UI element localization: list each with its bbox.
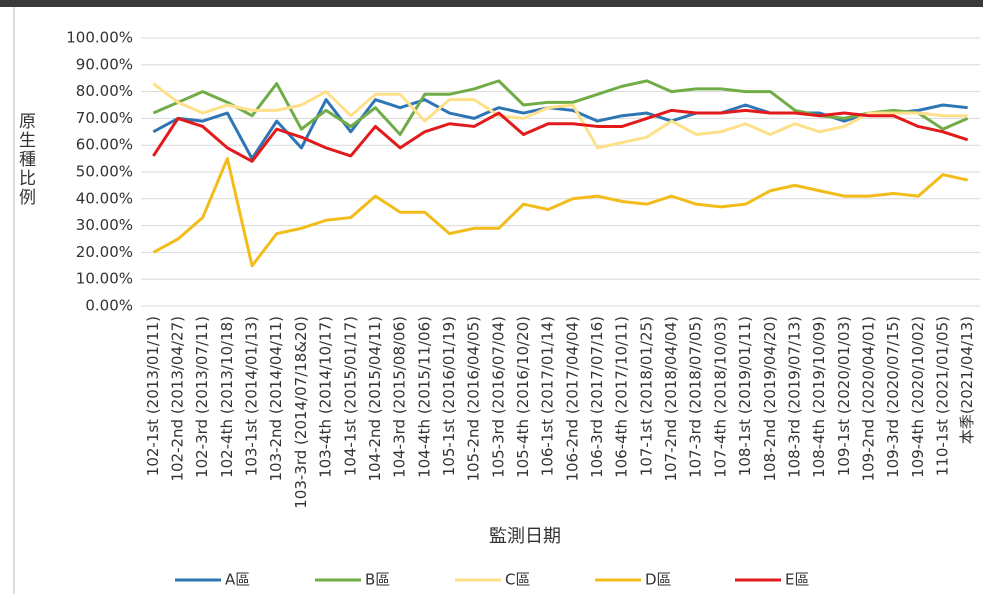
y-tick-label: 90.00% xyxy=(76,55,133,73)
x-tick-label: 102-3rd (2013/07/11) xyxy=(193,316,211,478)
x-tick-label: 103-3rd (2014/07/18&20) xyxy=(292,316,310,509)
x-tick-label: 104-3rd (2015/08/06) xyxy=(391,316,409,478)
y-tick-label: 70.00% xyxy=(76,109,133,127)
x-tick-label: 108-2nd (2019/04/20) xyxy=(761,316,779,482)
x-tick-label: 106-4th (2017/10/11) xyxy=(613,316,631,478)
legend-label: B區 xyxy=(365,571,390,589)
x-tick-label: 103-2nd (2014/04/11) xyxy=(267,316,285,482)
x-tick-label: 109-2nd (2020/04/01) xyxy=(859,316,877,482)
x-tick-label: 109-1st (2020/01/03) xyxy=(835,316,853,476)
y-axis-title: 原生種比例 xyxy=(15,112,36,207)
x-tick-label: 104-2nd (2015/04/11) xyxy=(366,316,384,482)
series-line xyxy=(153,84,967,148)
x-tick-label: 105-3rd (2016/07/04) xyxy=(489,316,507,478)
y-tick-label: 60.00% xyxy=(76,136,133,154)
y-tick-label: 20.00% xyxy=(76,243,133,261)
x-tick-label: 108-3rd (2019/07/13) xyxy=(785,316,803,478)
x-tick-label: 102-4th (2013/10/18) xyxy=(218,316,236,478)
x-tick-label: 103-4th (2014/10/17) xyxy=(317,316,335,478)
x-tick-label: 107-4th (2018/10/03) xyxy=(711,316,729,478)
x-tick-label: 107-3rd (2018/07/05) xyxy=(687,316,705,478)
x-tick-label: 103-1st (2014/01/13) xyxy=(243,316,261,476)
x-tick-label: 104-1st (2015/01/17) xyxy=(341,316,359,476)
chart: 原生種比例 監測日期 0.00% 10.00% 20.00% 30.00% 40.00%… xyxy=(0,0,983,594)
legend-label: A區 xyxy=(225,571,250,589)
x-tick-label: 108-1st (2019/01/11) xyxy=(736,316,754,476)
y-tick-label: 40.00% xyxy=(76,189,133,207)
x-tick-label: 本季(2021/04/13) xyxy=(958,316,976,444)
x-tick-label: 110-1st (2021/01/05) xyxy=(933,316,951,476)
x-tick-label: 106-2nd (2017/04/04) xyxy=(563,316,581,482)
legend-label: E區 xyxy=(785,571,809,589)
page: 原生種比例 監測日期 0.00% 10.00% 20.00% 30.00% 40.00%… xyxy=(0,0,983,594)
y-tick-label: 100.00% xyxy=(66,29,133,47)
top-strip xyxy=(0,0,983,7)
y-tick-label: 0.00% xyxy=(85,297,133,315)
x-tick-label: 102-1st (2013/01/11) xyxy=(144,316,162,476)
x-tick-label: 102-2nd (2013/04/27) xyxy=(169,316,187,482)
x-tick-label: 107-1st (2018/01/25) xyxy=(637,316,655,476)
x-axis-title: 監測日期 xyxy=(489,526,561,547)
series-line xyxy=(153,159,967,266)
x-tick-label: 108-4th (2019/10/09) xyxy=(810,316,828,478)
y-tick-label: 50.00% xyxy=(76,163,133,181)
x-tick-label: 105-4th (2016/10/20) xyxy=(514,316,532,478)
x-tick-label: 106-3rd (2017/07/16) xyxy=(588,316,606,478)
x-tick-label: 104-4th (2015/11/06) xyxy=(415,316,433,478)
x-tick-label: 105-2nd (2016/04/05) xyxy=(465,316,483,482)
x-tick-label: 107-2nd (2018/04/04) xyxy=(662,316,680,482)
legend-label: D區 xyxy=(645,571,672,589)
y-tick-label: 80.00% xyxy=(76,82,133,100)
x-tick-label: 105-1st (2016/01/19) xyxy=(440,316,458,476)
x-tick-label: 109-4th (2020/10/02) xyxy=(909,316,927,478)
x-tick-label: 106-1st (2017/01/14) xyxy=(539,316,557,476)
y-tick-label: 30.00% xyxy=(76,216,133,234)
y-tick-label: 10.00% xyxy=(76,270,133,288)
x-tick-label: 109-3rd (2020/07/15) xyxy=(884,316,902,478)
legend-label: C區 xyxy=(505,571,530,589)
